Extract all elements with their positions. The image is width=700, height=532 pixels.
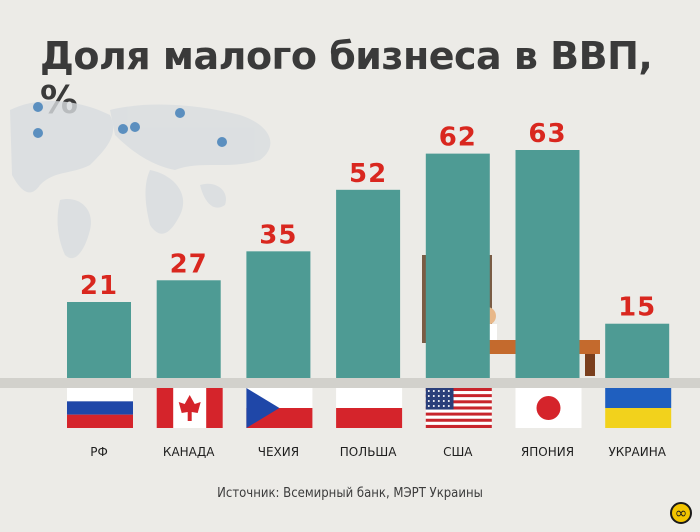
bar-value-label: 35 [259,220,297,250]
usa-flag-icon [425,388,492,428]
bar-value-label: 63 [528,119,566,149]
value-labels-layer: 21 27 35 52 62 63 15 [80,119,656,323]
corner-logo [670,502,692,524]
category-labels-layer: РФ КАНАДА ЧЕХИЯ ПОЛЬША США ЯПОНИЯ УКРАИНА [90,445,667,459]
bar [515,150,580,378]
map-pin-icon [217,137,227,147]
map-pin-icon [175,108,185,118]
map-pin-icon [118,124,128,134]
world-map-decoration [10,100,271,259]
bar-value-label: 27 [170,249,208,279]
category-label: США [443,445,473,459]
bar [246,251,311,378]
source-note: Источник: Всемирный банк, МЭРТ Украины [217,486,483,501]
category-label: ПОЛЬША [340,445,398,459]
japan-flag-icon [515,388,582,428]
bar-value-label: 62 [439,123,477,153]
map-pins [33,102,227,147]
ukraine-flag-icon [605,388,672,428]
bar [67,302,131,378]
category-label: КАНАДА [163,445,215,459]
czech-flag-icon [246,388,313,428]
map-pin-icon [130,122,140,132]
category-label: ЯПОНИЯ [521,445,574,459]
russia-flag-icon [67,388,133,428]
category-label: ЧЕХИЯ [258,445,299,459]
map-pin-icon [33,128,43,138]
bar [156,280,221,378]
floor-band [0,378,700,388]
bar-value-label: 52 [349,159,387,189]
bar-value-label: 21 [80,271,118,301]
bar [425,153,490,378]
poland-flag-icon [336,388,403,428]
bar-value-label: 15 [618,293,656,323]
bar [605,323,670,378]
canada-flag-icon [156,388,223,428]
category-label: УКРАИНА [608,445,666,459]
map-pin-icon [33,102,43,112]
bars-layer [67,150,670,378]
flags-layer [67,388,672,428]
bar [336,189,401,378]
page-title: Доля малого бизнеса в ВВП, % [40,34,653,122]
category-label: РФ [90,445,108,459]
